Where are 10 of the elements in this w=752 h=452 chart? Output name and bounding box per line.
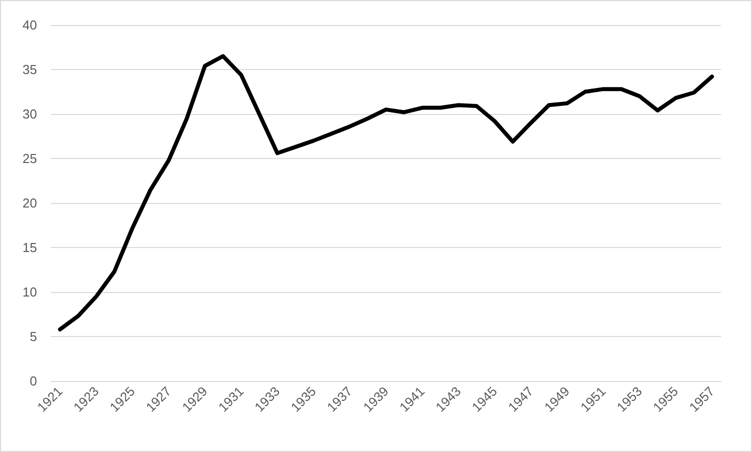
y-tick-label: 30 (22, 106, 37, 122)
y-tick-label: 0 (30, 374, 37, 388)
line-series (58, 54, 714, 332)
y-tick-label: 25 (22, 151, 37, 166)
y-tick-label: 40 (22, 18, 37, 32)
y-tick-label: 10 (22, 284, 37, 300)
y-tick-label: 35 (22, 62, 37, 77)
y-tick-label: 20 (22, 196, 37, 210)
y-tick-label: 15 (22, 240, 37, 255)
y-tick-label: 5 (30, 329, 37, 344)
